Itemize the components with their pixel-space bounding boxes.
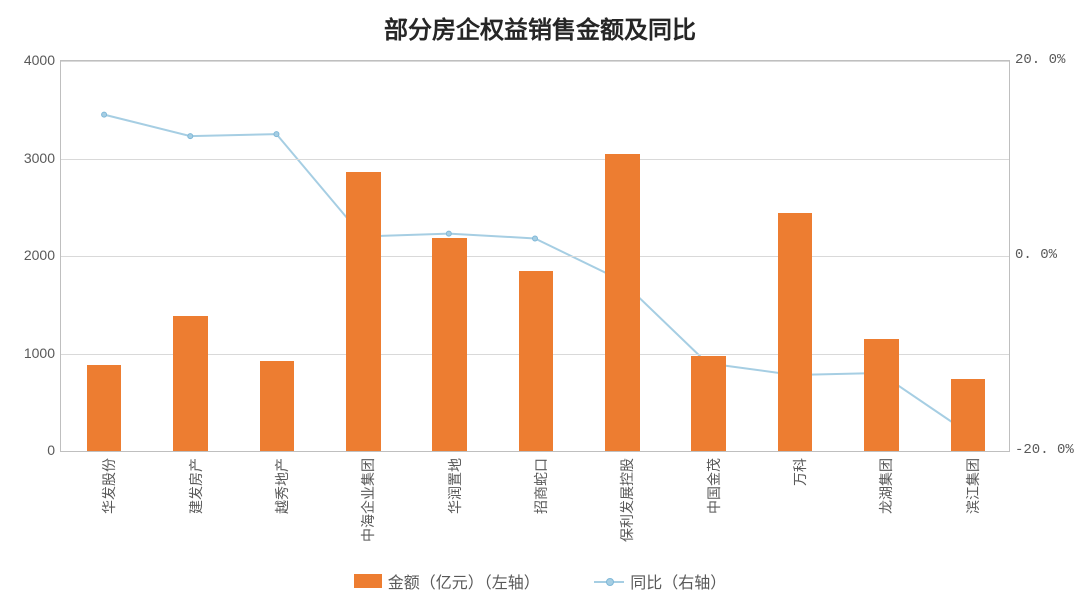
line-series-marker bbox=[274, 132, 279, 137]
bar bbox=[864, 339, 899, 451]
legend-label-bar: 金额（亿元）（左轴） bbox=[388, 569, 540, 593]
y-right-tick-label: 0. 0% bbox=[1015, 247, 1075, 263]
x-tick-label: 建发房产 bbox=[186, 458, 206, 514]
y-left-tick-label: 2000 bbox=[5, 247, 55, 263]
y-right-tick-label: -20. 0% bbox=[1015, 442, 1075, 458]
bar bbox=[432, 238, 467, 451]
legend-item-line: 同比（右轴） bbox=[594, 569, 726, 593]
bar bbox=[87, 365, 122, 451]
line-series-marker bbox=[102, 112, 107, 117]
line-series-marker bbox=[446, 231, 451, 236]
bar bbox=[260, 361, 295, 451]
y-left-tick-label: 3000 bbox=[5, 150, 55, 166]
bar bbox=[173, 316, 208, 451]
y-left-tick-label: 1000 bbox=[5, 345, 55, 361]
legend: 金额（亿元）（左轴） 同比（右轴） bbox=[0, 569, 1080, 593]
x-tick-label: 万科 bbox=[790, 458, 810, 486]
bar bbox=[519, 271, 554, 451]
legend-label-line: 同比（右轴） bbox=[630, 569, 726, 593]
line-series-marker bbox=[533, 236, 538, 241]
x-tick-label: 滨江集团 bbox=[963, 458, 983, 514]
x-tick-label: 龙湖集团 bbox=[876, 458, 896, 514]
x-tick-label: 招商蛇口 bbox=[531, 458, 551, 514]
x-tick-label: 华润置地 bbox=[445, 458, 465, 514]
y-left-tick-label: 4000 bbox=[5, 52, 55, 68]
bar bbox=[951, 379, 986, 451]
line-series-marker bbox=[188, 134, 193, 139]
chart-container: 部分房企权益销售金额及同比 金额（亿元）（左轴） 同比（右轴） 0 1000 200… bbox=[0, 0, 1080, 608]
bar bbox=[346, 172, 381, 451]
x-tick-label: 越秀地产 bbox=[272, 458, 292, 514]
bar bbox=[605, 154, 640, 451]
x-tick-label: 华发股份 bbox=[99, 458, 119, 514]
gridline bbox=[61, 256, 1009, 257]
chart-title: 部分房企权益销售金额及同比 bbox=[0, 10, 1080, 45]
x-tick-label: 中国金茂 bbox=[704, 458, 724, 514]
gridline bbox=[61, 61, 1009, 62]
y-left-tick-label: 0 bbox=[5, 442, 55, 458]
x-tick-label: 中海企业集团 bbox=[358, 458, 378, 542]
bar bbox=[691, 356, 726, 451]
y-right-tick-label: 20. 0% bbox=[1015, 52, 1075, 68]
legend-swatch-line bbox=[594, 574, 624, 588]
bar bbox=[778, 213, 813, 451]
gridline bbox=[61, 159, 1009, 160]
plot-area bbox=[60, 60, 1010, 452]
x-tick-label: 保利发展控股 bbox=[617, 458, 637, 542]
legend-item-bar: 金额（亿元）（左轴） bbox=[354, 569, 540, 593]
legend-swatch-bar bbox=[354, 574, 382, 588]
